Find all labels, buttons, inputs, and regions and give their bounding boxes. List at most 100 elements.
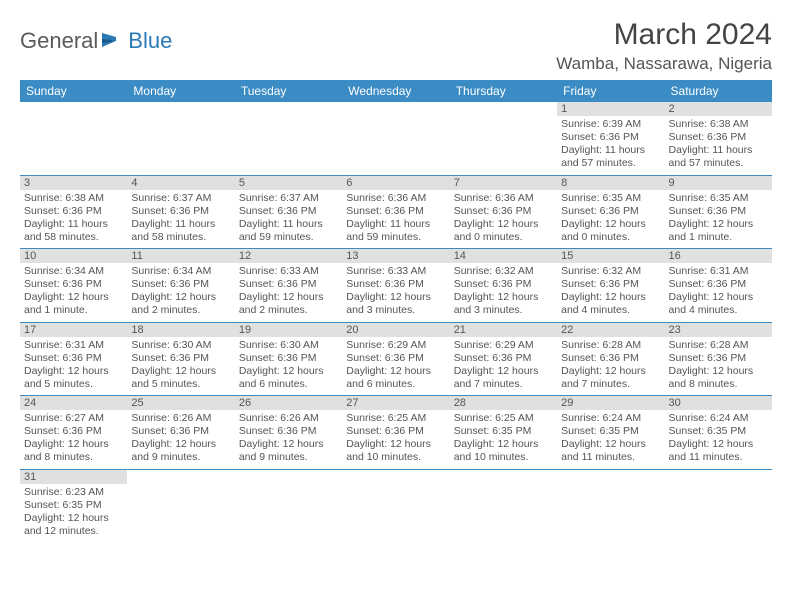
- day-number-bar: 5: [235, 176, 342, 190]
- day-data: Sunrise: 6:24 AMSunset: 6:35 PMDaylight:…: [557, 410, 664, 469]
- calendar-cell: [20, 102, 127, 175]
- day-data: Sunrise: 6:32 AMSunset: 6:36 PMDaylight:…: [450, 263, 557, 322]
- calendar-cell: [127, 469, 234, 542]
- day-data: Sunrise: 6:30 AMSunset: 6:36 PMDaylight:…: [235, 337, 342, 396]
- days-of-week-row: SundayMondayTuesdayWednesdayThursdayFrid…: [20, 80, 772, 102]
- calendar-cell: 29Sunrise: 6:24 AMSunset: 6:35 PMDayligh…: [557, 396, 664, 470]
- calendar-cell: 12Sunrise: 6:33 AMSunset: 6:36 PMDayligh…: [235, 249, 342, 323]
- day-data: Sunrise: 6:28 AMSunset: 6:36 PMDaylight:…: [557, 337, 664, 396]
- day-number-bar: 22: [557, 323, 664, 337]
- calendar-cell: 11Sunrise: 6:34 AMSunset: 6:36 PMDayligh…: [127, 249, 234, 323]
- day-number-bar: 10: [20, 249, 127, 263]
- calendar-cell: 24Sunrise: 6:27 AMSunset: 6:36 PMDayligh…: [20, 396, 127, 470]
- header: General Blue March 2024 Wamba, Nassarawa…: [20, 18, 772, 74]
- day-data: Sunrise: 6:39 AMSunset: 6:36 PMDaylight:…: [557, 116, 664, 175]
- day-number-bar: 16: [665, 249, 772, 263]
- day-number-bar: 20: [342, 323, 449, 337]
- day-number-bar: [235, 470, 342, 484]
- day-data: Sunrise: 6:23 AMSunset: 6:35 PMDaylight:…: [20, 484, 127, 543]
- calendar-cell: [342, 469, 449, 542]
- day-number-bar: 8: [557, 176, 664, 190]
- calendar-cell: 13Sunrise: 6:33 AMSunset: 6:36 PMDayligh…: [342, 249, 449, 323]
- calendar-table: SundayMondayTuesdayWednesdayThursdayFrid…: [20, 80, 772, 542]
- calendar-cell: 17Sunrise: 6:31 AMSunset: 6:36 PMDayligh…: [20, 322, 127, 396]
- day-number-bar: 13: [342, 249, 449, 263]
- calendar-row: 17Sunrise: 6:31 AMSunset: 6:36 PMDayligh…: [20, 322, 772, 396]
- day-number-bar: 18: [127, 323, 234, 337]
- calendar-cell: 23Sunrise: 6:28 AMSunset: 6:36 PMDayligh…: [665, 322, 772, 396]
- calendar-cell: 15Sunrise: 6:32 AMSunset: 6:36 PMDayligh…: [557, 249, 664, 323]
- calendar-cell: [342, 102, 449, 175]
- logo-text-blue: Blue: [128, 28, 172, 54]
- day-data: Sunrise: 6:32 AMSunset: 6:36 PMDaylight:…: [557, 263, 664, 322]
- day-number-bar: [20, 102, 127, 116]
- day-data: Sunrise: 6:38 AMSunset: 6:36 PMDaylight:…: [20, 190, 127, 249]
- calendar-cell: [665, 469, 772, 542]
- calendar-cell: 9Sunrise: 6:35 AMSunset: 6:36 PMDaylight…: [665, 175, 772, 249]
- day-data: Sunrise: 6:29 AMSunset: 6:36 PMDaylight:…: [342, 337, 449, 396]
- calendar-row: 1Sunrise: 6:39 AMSunset: 6:36 PMDaylight…: [20, 102, 772, 175]
- calendar-cell: 3Sunrise: 6:38 AMSunset: 6:36 PMDaylight…: [20, 175, 127, 249]
- calendar-cell: 1Sunrise: 6:39 AMSunset: 6:36 PMDaylight…: [557, 102, 664, 175]
- calendar-cell: 8Sunrise: 6:35 AMSunset: 6:36 PMDaylight…: [557, 175, 664, 249]
- day-of-week-header: Sunday: [20, 80, 127, 102]
- day-of-week-header: Tuesday: [235, 80, 342, 102]
- calendar-cell: 6Sunrise: 6:36 AMSunset: 6:36 PMDaylight…: [342, 175, 449, 249]
- calendar-row: 3Sunrise: 6:38 AMSunset: 6:36 PMDaylight…: [20, 175, 772, 249]
- day-number-bar: [342, 102, 449, 116]
- day-data: Sunrise: 6:26 AMSunset: 6:36 PMDaylight:…: [127, 410, 234, 469]
- calendar-cell: 26Sunrise: 6:26 AMSunset: 6:36 PMDayligh…: [235, 396, 342, 470]
- day-number-bar: 30: [665, 396, 772, 410]
- calendar-cell: [235, 469, 342, 542]
- day-data: Sunrise: 6:37 AMSunset: 6:36 PMDaylight:…: [127, 190, 234, 249]
- month-title: March 2024: [556, 18, 772, 52]
- calendar-cell: 5Sunrise: 6:37 AMSunset: 6:36 PMDaylight…: [235, 175, 342, 249]
- calendar-body: 1Sunrise: 6:39 AMSunset: 6:36 PMDaylight…: [20, 102, 772, 542]
- day-data: Sunrise: 6:28 AMSunset: 6:36 PMDaylight:…: [665, 337, 772, 396]
- calendar-row: 24Sunrise: 6:27 AMSunset: 6:36 PMDayligh…: [20, 396, 772, 470]
- calendar-cell: [450, 102, 557, 175]
- day-of-week-header: Friday: [557, 80, 664, 102]
- day-of-week-header: Monday: [127, 80, 234, 102]
- day-number-bar: 9: [665, 176, 772, 190]
- calendar-cell: 30Sunrise: 6:24 AMSunset: 6:35 PMDayligh…: [665, 396, 772, 470]
- calendar-cell: 28Sunrise: 6:25 AMSunset: 6:35 PMDayligh…: [450, 396, 557, 470]
- day-number-bar: 21: [450, 323, 557, 337]
- calendar-cell: 21Sunrise: 6:29 AMSunset: 6:36 PMDayligh…: [450, 322, 557, 396]
- day-data: Sunrise: 6:36 AMSunset: 6:36 PMDaylight:…: [450, 190, 557, 249]
- day-data: Sunrise: 6:34 AMSunset: 6:36 PMDaylight:…: [20, 263, 127, 322]
- day-number-bar: 15: [557, 249, 664, 263]
- calendar-cell: 22Sunrise: 6:28 AMSunset: 6:36 PMDayligh…: [557, 322, 664, 396]
- calendar-cell: [557, 469, 664, 542]
- day-number-bar: 25: [127, 396, 234, 410]
- day-number-bar: 28: [450, 396, 557, 410]
- calendar-row: 31Sunrise: 6:23 AMSunset: 6:35 PMDayligh…: [20, 469, 772, 542]
- day-data: Sunrise: 6:33 AMSunset: 6:36 PMDaylight:…: [342, 263, 449, 322]
- day-data: Sunrise: 6:27 AMSunset: 6:36 PMDaylight:…: [20, 410, 127, 469]
- calendar-cell: 19Sunrise: 6:30 AMSunset: 6:36 PMDayligh…: [235, 322, 342, 396]
- day-data: Sunrise: 6:35 AMSunset: 6:36 PMDaylight:…: [665, 190, 772, 249]
- logo-text-general: General: [20, 28, 98, 54]
- day-number-bar: 2: [665, 102, 772, 116]
- day-number-bar: 31: [20, 470, 127, 484]
- day-data: Sunrise: 6:31 AMSunset: 6:36 PMDaylight:…: [665, 263, 772, 322]
- title-block: March 2024 Wamba, Nassarawa, Nigeria: [556, 18, 772, 74]
- calendar-cell: 27Sunrise: 6:25 AMSunset: 6:36 PMDayligh…: [342, 396, 449, 470]
- day-number-bar: 3: [20, 176, 127, 190]
- calendar-cell: 25Sunrise: 6:26 AMSunset: 6:36 PMDayligh…: [127, 396, 234, 470]
- calendar-cell: [450, 469, 557, 542]
- day-number-bar: [127, 470, 234, 484]
- calendar-cell: 4Sunrise: 6:37 AMSunset: 6:36 PMDaylight…: [127, 175, 234, 249]
- day-number-bar: 24: [20, 396, 127, 410]
- day-data: Sunrise: 6:37 AMSunset: 6:36 PMDaylight:…: [235, 190, 342, 249]
- calendar-cell: [127, 102, 234, 175]
- day-number-bar: [342, 470, 449, 484]
- day-data: Sunrise: 6:24 AMSunset: 6:35 PMDaylight:…: [665, 410, 772, 469]
- day-of-week-header: Wednesday: [342, 80, 449, 102]
- day-number-bar: 12: [235, 249, 342, 263]
- day-number-bar: 26: [235, 396, 342, 410]
- calendar-cell: 2Sunrise: 6:38 AMSunset: 6:36 PMDaylight…: [665, 102, 772, 175]
- calendar-cell: [235, 102, 342, 175]
- calendar-cell: 18Sunrise: 6:30 AMSunset: 6:36 PMDayligh…: [127, 322, 234, 396]
- day-number-bar: 23: [665, 323, 772, 337]
